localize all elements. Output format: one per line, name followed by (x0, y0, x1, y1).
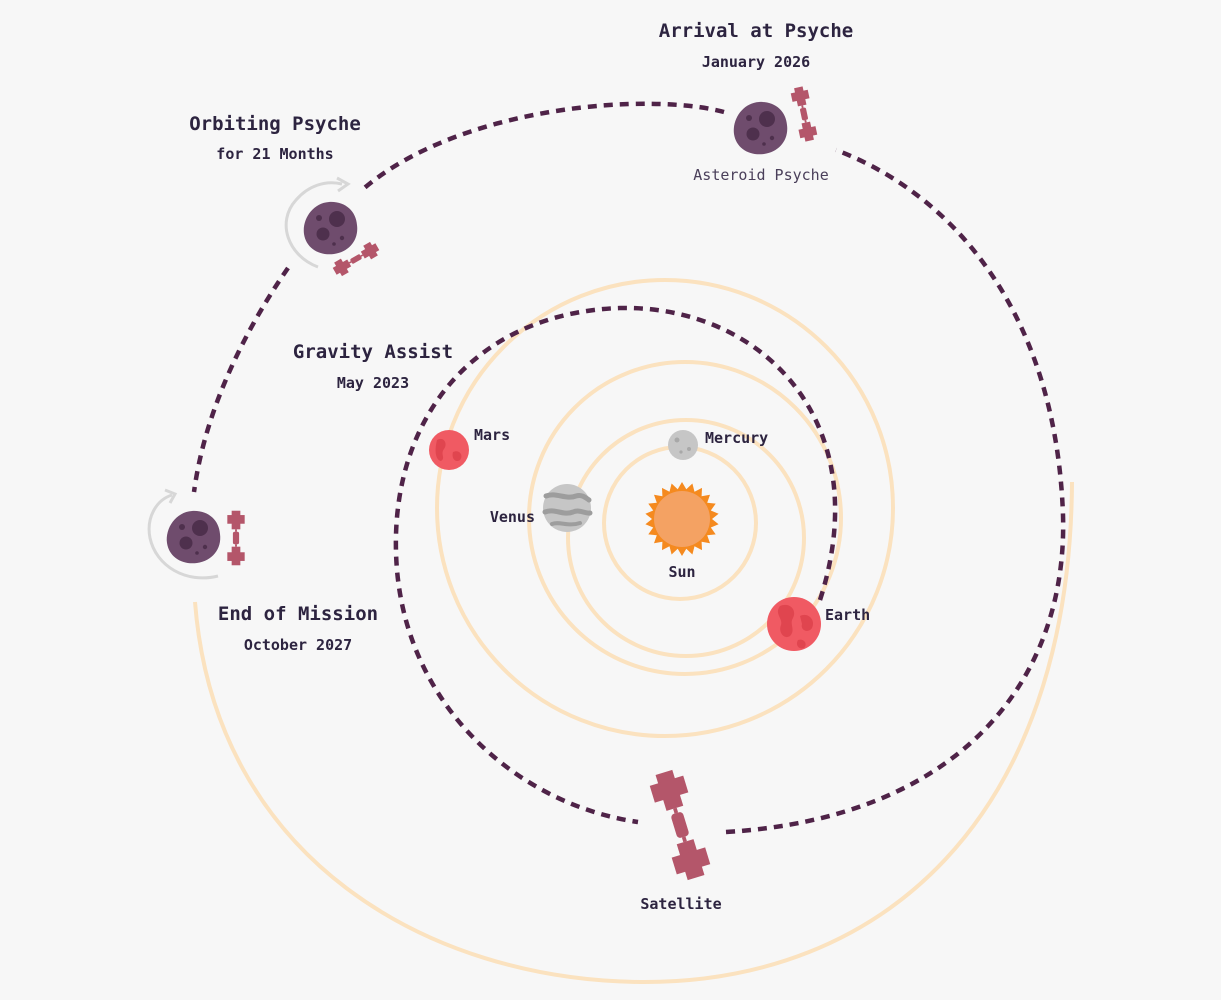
asteroid-psyche-orbiting (284, 176, 383, 279)
satellite-icon (645, 765, 715, 885)
mercury (668, 430, 698, 460)
trajectory-earth-to-mars (393, 305, 838, 825)
orbit-psyche (193, 481, 1074, 985)
trajectory-psyche-top (360, 101, 725, 192)
orbiting-duration: for 21 Months (216, 145, 333, 163)
trajectory-to-psyche (725, 147, 1066, 835)
orbit-venus (527, 360, 843, 676)
orbits (193, 278, 1074, 985)
satellite-large (645, 765, 715, 885)
satellite-icon (788, 84, 820, 144)
mercury-label: Mercury (705, 429, 768, 447)
asteroid-psyche-end (147, 488, 246, 580)
venus (542, 484, 593, 532)
satellite-icon (226, 509, 246, 567)
orbit-mars (435, 278, 895, 738)
arrival-title: Arrival at Psyche (659, 20, 853, 42)
asteroid-icon (733, 101, 788, 155)
rotation-arrow-icon (284, 181, 343, 269)
mars-label: Mars (474, 426, 510, 444)
asteroid-icon (303, 201, 358, 255)
satellite-label: Satellite (640, 895, 721, 913)
trajectory (191, 101, 1066, 835)
rotation-arrow-icon (147, 493, 219, 580)
trajectory-descent (191, 266, 290, 493)
gravity-title: Gravity Assist (293, 341, 453, 363)
end-date: October 2027 (244, 636, 352, 654)
asteroid-psyche-arrival (733, 84, 820, 155)
venus-label: Venus (490, 508, 535, 526)
mars (429, 430, 469, 470)
asteroid-icon (166, 510, 221, 564)
sun-label: Sun (668, 563, 695, 581)
sun-disc (654, 491, 710, 547)
orbiting-title: Orbiting Psyche (189, 113, 361, 135)
earth-label: Earth (825, 606, 870, 624)
earth (767, 597, 821, 651)
arrival-date: January 2026 (702, 53, 810, 71)
sun-icon (645, 482, 719, 556)
asteroid-name: Asteroid Psyche (693, 166, 828, 184)
orbit-mercury (566, 418, 806, 658)
gravity-date: May 2023 (337, 374, 409, 392)
end-title: End of Mission (218, 603, 378, 625)
